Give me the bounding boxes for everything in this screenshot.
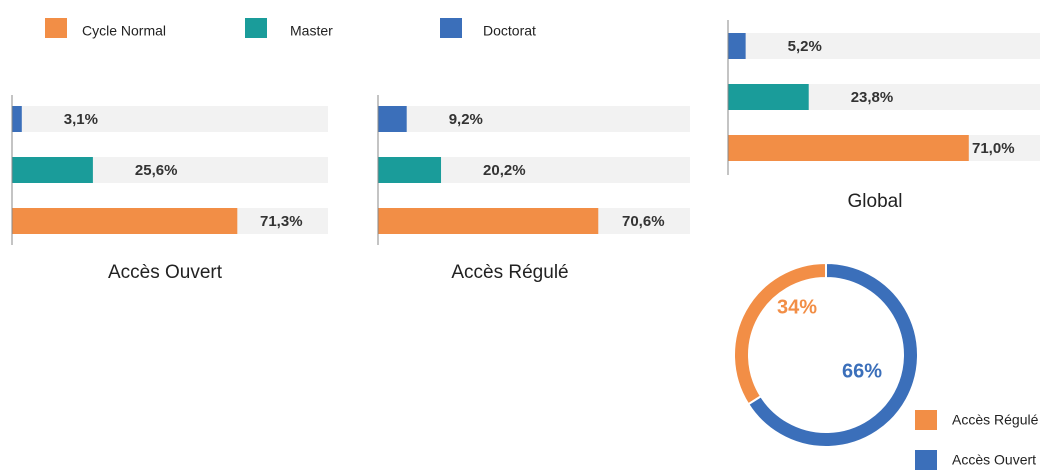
data-label: 25,6%	[135, 162, 178, 179]
data-label: 5,2%	[788, 38, 822, 55]
donut-slice	[733, 261, 827, 406]
legend-label: Accès Régulé	[952, 412, 1039, 428]
data-label: 70,6%	[622, 213, 665, 230]
bar-track	[728, 33, 1040, 59]
legend-label: Master	[290, 23, 333, 39]
bar	[378, 106, 407, 132]
bar	[728, 135, 969, 161]
bar	[728, 84, 809, 110]
legend-label: Cycle Normal	[82, 23, 166, 39]
bar	[12, 157, 93, 183]
bar	[12, 208, 238, 234]
chart-title: Accès Régulé	[451, 262, 568, 283]
legend-swatch	[440, 18, 462, 38]
bar	[728, 33, 746, 59]
legend-swatch	[915, 410, 937, 430]
data-label: 20,2%	[483, 162, 526, 179]
data-label: 71,3%	[260, 213, 303, 230]
bar	[12, 106, 22, 132]
data-label: 23,8%	[851, 89, 894, 106]
data-label: 9,2%	[449, 111, 483, 128]
bar	[378, 157, 442, 183]
legend-label: Accès Ouvert	[952, 452, 1036, 468]
chart-title: Accès Ouvert	[108, 262, 223, 283]
data-label: 71,0%	[972, 140, 1015, 157]
legend-swatch	[915, 450, 937, 470]
bar-track	[378, 106, 690, 132]
data-label: 66%	[842, 360, 882, 382]
bar	[378, 208, 599, 234]
data-label: 3,1%	[64, 111, 98, 128]
donut-slice	[746, 261, 919, 448]
legend-swatch	[45, 18, 67, 38]
bar-track	[12, 106, 328, 132]
legend-swatch	[245, 18, 267, 38]
data-label: 34%	[777, 296, 817, 318]
legend-label: Doctorat	[483, 23, 536, 39]
chart-title: Global	[848, 191, 903, 212]
